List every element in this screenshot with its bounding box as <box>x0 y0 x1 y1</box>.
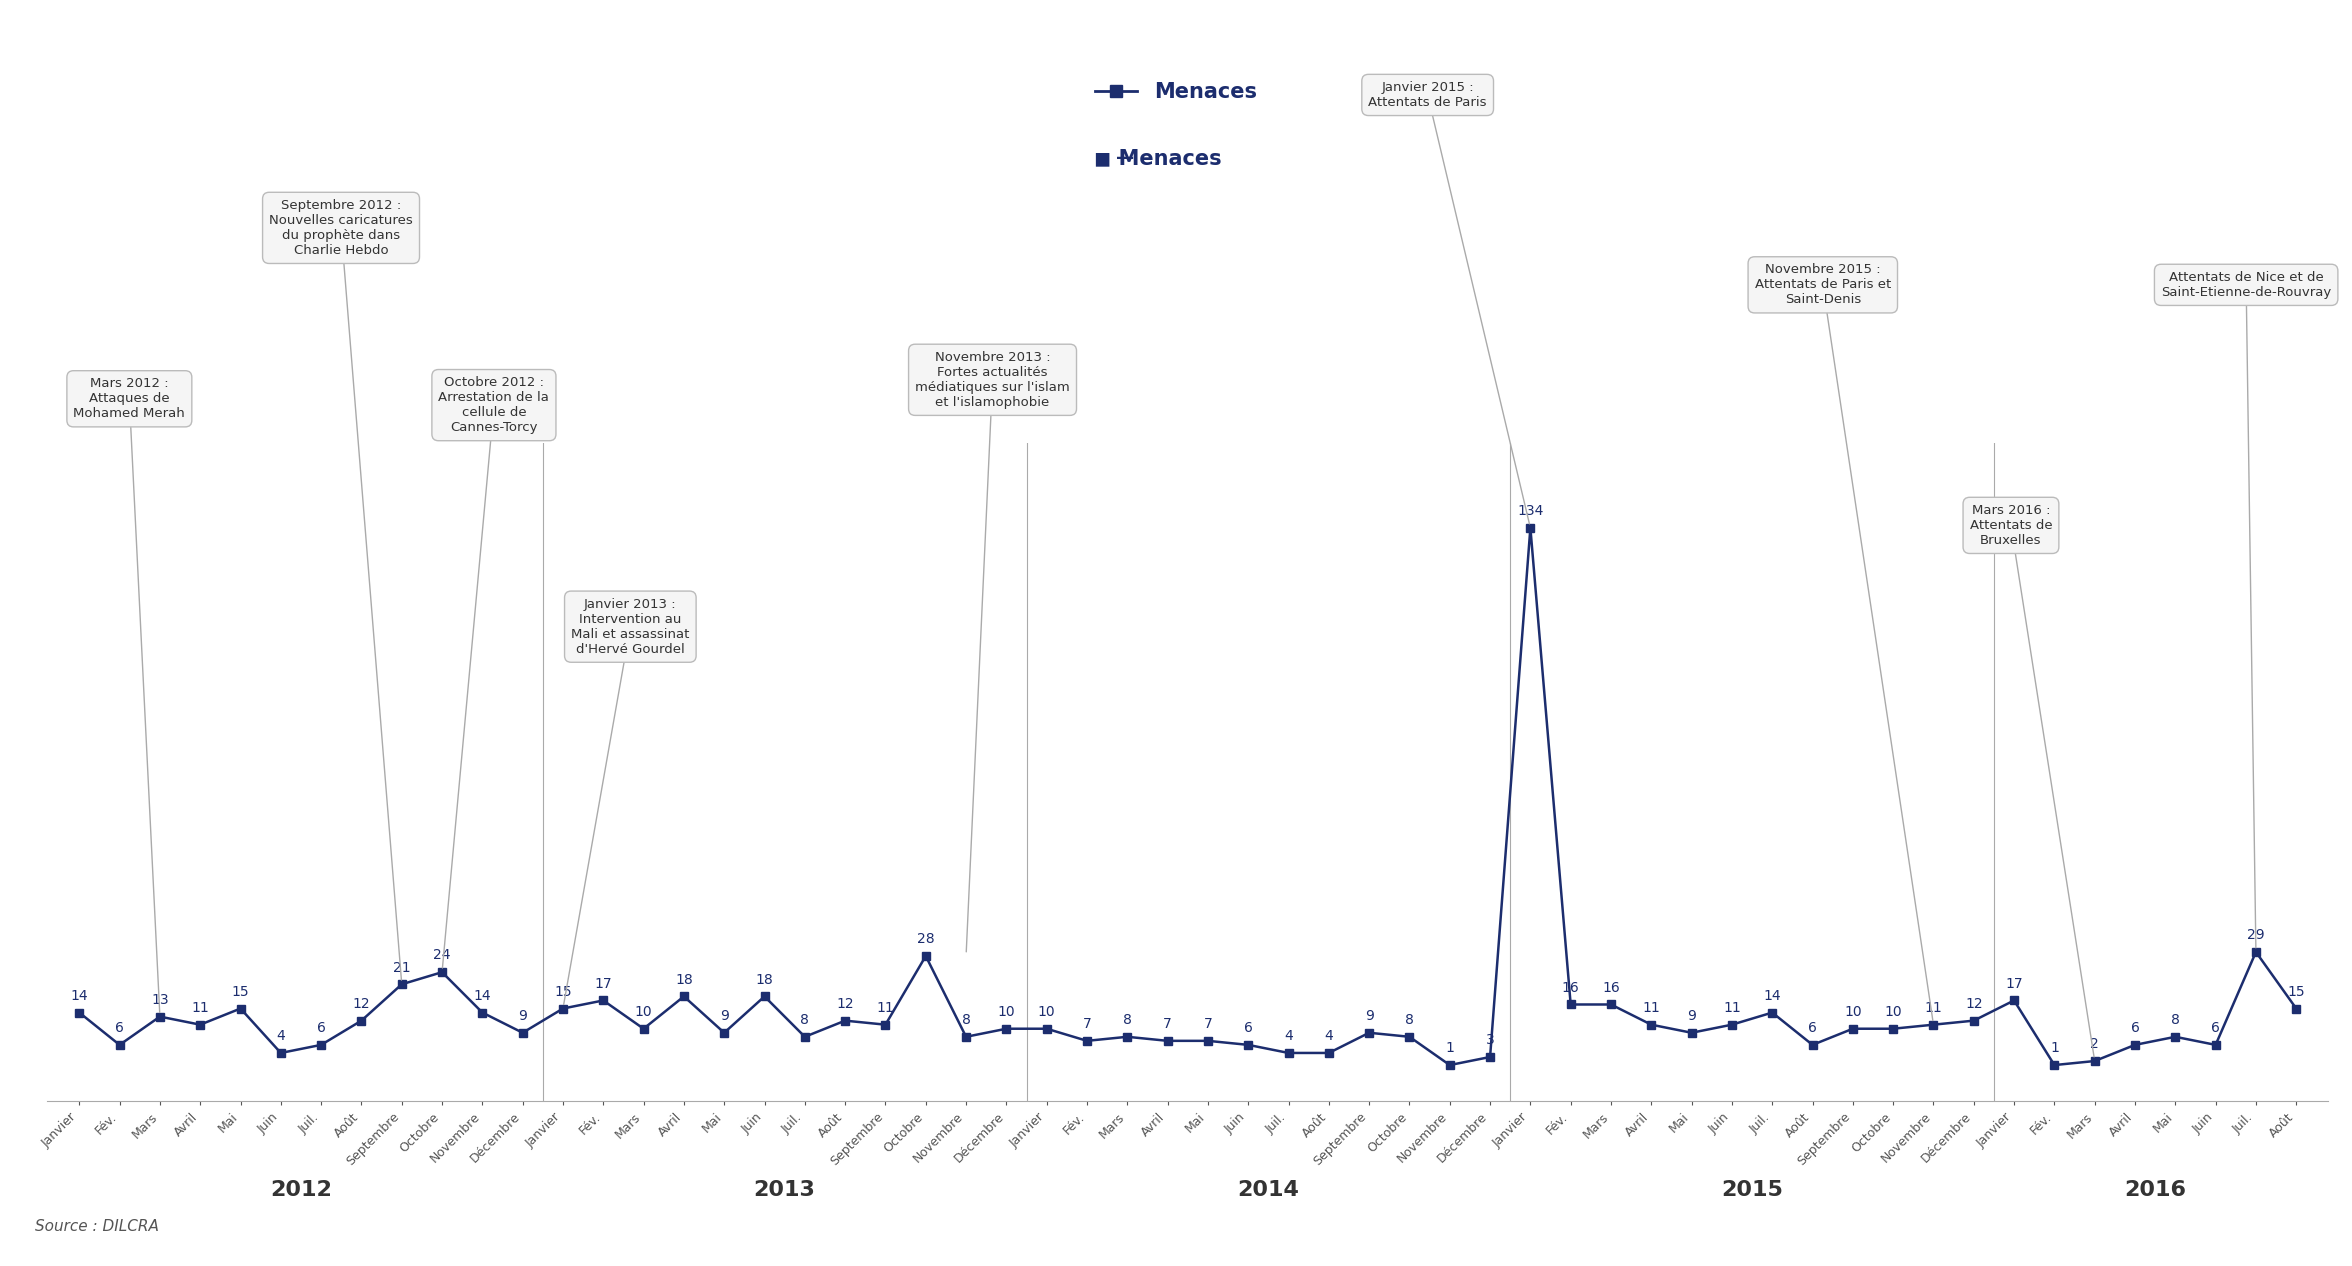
Text: Mars 2012 :
Attaques de
Mohamed Merah: Mars 2012 : Attaques de Mohamed Merah <box>73 377 186 420</box>
Text: 9: 9 <box>517 1009 527 1023</box>
Text: 2014: 2014 <box>1237 1180 1298 1200</box>
Text: 28: 28 <box>917 932 934 946</box>
Text: 24: 24 <box>433 948 452 962</box>
Text: 10: 10 <box>997 1005 1016 1019</box>
Text: 6: 6 <box>1244 1022 1254 1036</box>
Text: 10: 10 <box>1037 1005 1056 1019</box>
Text: 13: 13 <box>151 993 169 1006</box>
Text: 11: 11 <box>877 1001 894 1015</box>
Text: 2013: 2013 <box>753 1180 816 1200</box>
Text: 9: 9 <box>1686 1009 1696 1023</box>
Text: 15: 15 <box>555 985 572 999</box>
Text: 17: 17 <box>595 977 612 991</box>
Text: 6: 6 <box>2211 1022 2220 1036</box>
Text: 6: 6 <box>318 1022 325 1036</box>
Text: Mars 2016 :
Attentats de
Bruxelles: Mars 2016 : Attentats de Bruxelles <box>1969 504 2053 547</box>
Text: 16: 16 <box>1562 981 1581 995</box>
Text: Septembre 2012 :
Nouvelles caricatures
du prophète dans
Charlie Hebdo: Septembre 2012 : Nouvelles caricatures d… <box>268 199 414 257</box>
Text: 2016: 2016 <box>2124 1180 2185 1200</box>
Text: 2015: 2015 <box>1722 1180 1783 1200</box>
Text: 4: 4 <box>1284 1029 1294 1043</box>
Text: Janvier 2015 :
Attentats de Paris: Janvier 2015 : Attentats de Paris <box>1369 81 1486 109</box>
Text: 8: 8 <box>1122 1013 1131 1027</box>
Text: 15: 15 <box>2288 985 2305 999</box>
Text: 4: 4 <box>1324 1029 1334 1043</box>
Text: Octobre 2012 :
Arrestation de la
cellule de
Cannes-Torcy: Octobre 2012 : Arrestation de la cellule… <box>437 376 550 434</box>
Text: 10: 10 <box>1844 1005 1863 1019</box>
Text: 29: 29 <box>2246 928 2265 942</box>
Text: 12: 12 <box>353 996 369 1012</box>
Text: 6: 6 <box>115 1022 125 1036</box>
Text: 1: 1 <box>1446 1042 1454 1056</box>
Text: Novembre 2015 :
Attentats de Paris et
Saint-Denis: Novembre 2015 : Attentats de Paris et Sa… <box>1755 263 1891 306</box>
Text: 18: 18 <box>675 972 694 986</box>
Text: 1: 1 <box>2051 1042 2058 1056</box>
Text: 14: 14 <box>71 989 87 1003</box>
Text: 10: 10 <box>635 1005 652 1019</box>
Text: 6: 6 <box>1809 1022 1818 1036</box>
Text: 11: 11 <box>1642 1001 1661 1015</box>
Text: 2: 2 <box>2091 1037 2098 1051</box>
Text: 14: 14 <box>473 989 492 1003</box>
Text: 6: 6 <box>2131 1022 2140 1036</box>
Text: 2012: 2012 <box>270 1180 332 1200</box>
Text: 4: 4 <box>278 1029 285 1043</box>
Text: 7: 7 <box>1082 1017 1091 1031</box>
Text: —: — <box>1117 149 1141 167</box>
Text: 10: 10 <box>1884 1005 1903 1019</box>
Text: 12: 12 <box>837 996 854 1012</box>
Text: 11: 11 <box>1924 1001 1943 1015</box>
Text: Janvier 2013 :
Intervention au
Mali et assassinat
d'Hervé Gourdel: Janvier 2013 : Intervention au Mali et a… <box>572 598 689 656</box>
Text: 18: 18 <box>755 972 774 986</box>
Text: 16: 16 <box>1602 981 1621 995</box>
Text: 15: 15 <box>233 985 249 999</box>
Text: 11: 11 <box>1724 1001 1740 1015</box>
Text: 7: 7 <box>1164 1017 1171 1031</box>
Text: 11: 11 <box>191 1001 209 1015</box>
Text: 134: 134 <box>1517 504 1543 518</box>
Text: Source : DILCRA: Source : DILCRA <box>35 1219 160 1234</box>
Legend: Menaces: Menaces <box>1087 73 1265 110</box>
Text: 14: 14 <box>1764 989 1780 1003</box>
Text: 12: 12 <box>1964 996 1983 1012</box>
Text: 3: 3 <box>1486 1033 1494 1047</box>
Text: 8: 8 <box>1404 1013 1414 1027</box>
Text: 21: 21 <box>393 961 412 975</box>
Text: 8: 8 <box>962 1013 971 1027</box>
Text: ◼ Menaces: ◼ Menaces <box>1094 148 1221 168</box>
Text: 8: 8 <box>2171 1013 2180 1027</box>
Text: Novembre 2013 :
Fortes actualités
médiatiques sur l'islam
et l'islamophobie: Novembre 2013 : Fortes actualités médiat… <box>915 351 1070 409</box>
Text: 17: 17 <box>2006 977 2023 991</box>
Text: Attentats de Nice et de
Saint-Etienne-de-Rouvray: Attentats de Nice et de Saint-Etienne-de… <box>2161 271 2331 299</box>
Text: 9: 9 <box>1364 1009 1374 1023</box>
Text: 9: 9 <box>720 1009 729 1023</box>
Text: 7: 7 <box>1204 1017 1211 1031</box>
Text: 8: 8 <box>800 1013 809 1027</box>
